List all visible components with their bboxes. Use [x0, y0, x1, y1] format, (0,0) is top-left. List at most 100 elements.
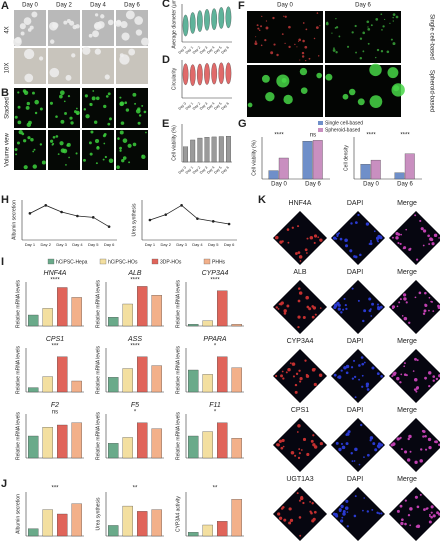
cell [399, 381, 402, 384]
bar [188, 324, 199, 327]
cell [362, 31, 366, 35]
cell [296, 431, 299, 433]
bar [122, 368, 133, 393]
cell [120, 121, 125, 125]
cell [406, 458, 411, 462]
x-tick-label: Day 6 [397, 182, 413, 188]
cell [294, 383, 298, 387]
significance: **** [130, 278, 140, 284]
cell [247, 102, 253, 108]
cell [17, 105, 21, 109]
cell [435, 440, 438, 444]
cell [319, 238, 323, 242]
cell [281, 77, 287, 83]
cell [283, 309, 287, 313]
cell [401, 315, 404, 317]
cell [428, 513, 431, 516]
cell [397, 233, 401, 236]
column-label: Day 6 [355, 3, 371, 9]
cell [431, 242, 435, 246]
x-tick-label: Day 5 [213, 102, 222, 111]
cell [430, 515, 433, 519]
cell [404, 499, 407, 502]
row-label: Single cell-based [428, 14, 434, 60]
cell [143, 110, 147, 114]
bar [370, 159, 381, 180]
cell [283, 518, 287, 522]
cell [345, 442, 349, 446]
significance: ** [133, 486, 138, 492]
legend-label: hCiPSC-Hepa [56, 259, 88, 265]
cell [419, 459, 423, 463]
bar [42, 376, 53, 393]
cell [408, 248, 411, 251]
cell [302, 437, 307, 442]
cell [425, 507, 429, 510]
cell [354, 396, 357, 399]
cell [301, 51, 305, 55]
y-axis-label: Urea synthesis [131, 203, 137, 237]
y-axis-label: Circularity [171, 67, 177, 90]
cell [141, 154, 144, 157]
cell [302, 22, 305, 24]
line [29, 204, 110, 228]
legend-label: PHHs [212, 259, 226, 265]
bar [151, 295, 162, 327]
cell [318, 373, 323, 377]
violin [225, 62, 232, 85]
gene-name: CPS1 [46, 336, 64, 343]
cell [347, 45, 350, 48]
column-label: DAPI [347, 476, 363, 483]
bar [202, 320, 213, 327]
cell [340, 504, 344, 509]
bar [57, 424, 68, 459]
cell [312, 306, 317, 310]
image [325, 11, 401, 63]
cell [298, 452, 301, 455]
cell [376, 511, 379, 514]
cell [49, 67, 60, 78]
panel-letter: J [1, 478, 7, 490]
cell [334, 306, 337, 309]
cell [258, 29, 261, 32]
cell [380, 50, 384, 53]
cell [107, 19, 114, 26]
y-axis-label: Cell density [343, 145, 349, 171]
significance: *** [51, 486, 59, 492]
cell [336, 233, 339, 236]
bar [108, 317, 119, 327]
cell [344, 506, 349, 510]
cell [351, 31, 354, 34]
image [330, 279, 386, 335]
cell [280, 446, 284, 450]
cell [96, 146, 100, 150]
bar [183, 146, 189, 163]
cell [363, 497, 366, 499]
cell [381, 29, 383, 31]
cell [373, 230, 376, 233]
x-tick-label: Day 1 [25, 242, 36, 247]
cell [338, 35, 341, 38]
cell [261, 15, 263, 18]
cell [313, 241, 316, 244]
cell [369, 239, 372, 242]
cell [39, 107, 43, 111]
cell [260, 25, 263, 28]
cell [319, 441, 323, 446]
cell [377, 234, 381, 239]
cell [370, 24, 373, 27]
panel-letter: H [1, 194, 9, 206]
cell [23, 139, 27, 143]
cell [103, 104, 107, 109]
cell [369, 95, 383, 109]
cell [71, 53, 76, 58]
cell [308, 57, 311, 60]
cell [392, 16, 394, 19]
cell [107, 92, 111, 96]
significance: * [214, 344, 217, 350]
cell [409, 507, 413, 511]
cell [76, 107, 78, 110]
cell [422, 435, 425, 438]
cell [23, 48, 35, 60]
cell [432, 514, 436, 518]
